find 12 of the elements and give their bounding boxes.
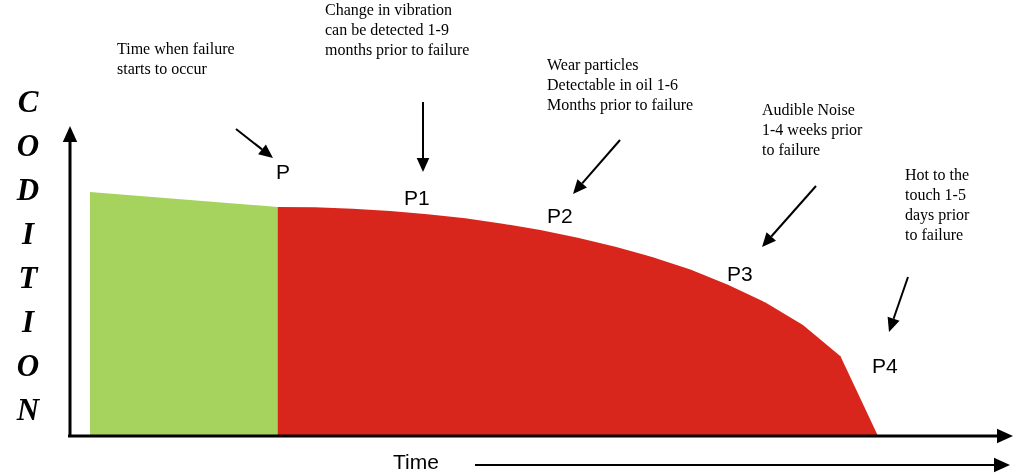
- text: Time when failure starts to occur: [117, 39, 235, 79]
- text: Change in vibration can be detected 1-9 months prior to failure: [325, 0, 470, 60]
- x-axis-title: Time: [393, 450, 439, 474]
- annotation: P2: [547, 204, 573, 228]
- text: Hot to the touch 1-5 days prior to failure: [905, 165, 970, 245]
- annotation: P4: [872, 354, 898, 378]
- annotation: P1: [404, 186, 430, 210]
- text: Audible Noise 1-4 weeks prior to failure: [762, 100, 863, 160]
- y-axis-title: CODITION: [15, 83, 41, 429]
- text: Wear particles Detectable in oil 1-6 Months prior to failure: [547, 55, 694, 115]
- text: P: [276, 160, 291, 184]
- annotation: P3: [727, 262, 753, 286]
